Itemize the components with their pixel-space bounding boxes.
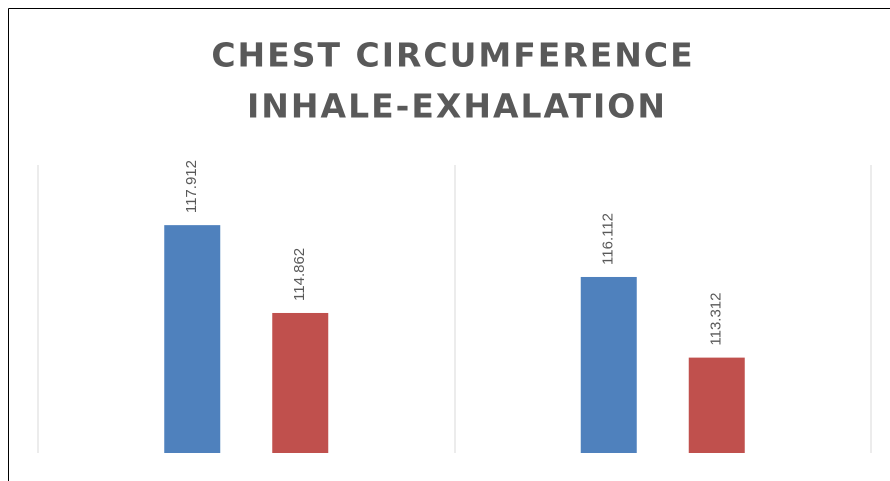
chart-title: CHEST CIRCUMFERENCE [211,36,694,75]
data-label: 113.312 [708,293,725,346]
bar [164,225,221,453]
data-label: 117.912 [183,160,200,213]
bar [688,357,745,453]
chart-title: INHALE-EXHALATION [247,87,667,126]
data-label: 114.862 [291,248,308,301]
bar [580,276,637,453]
bar [272,312,329,453]
data-label: 116.112 [600,213,617,265]
